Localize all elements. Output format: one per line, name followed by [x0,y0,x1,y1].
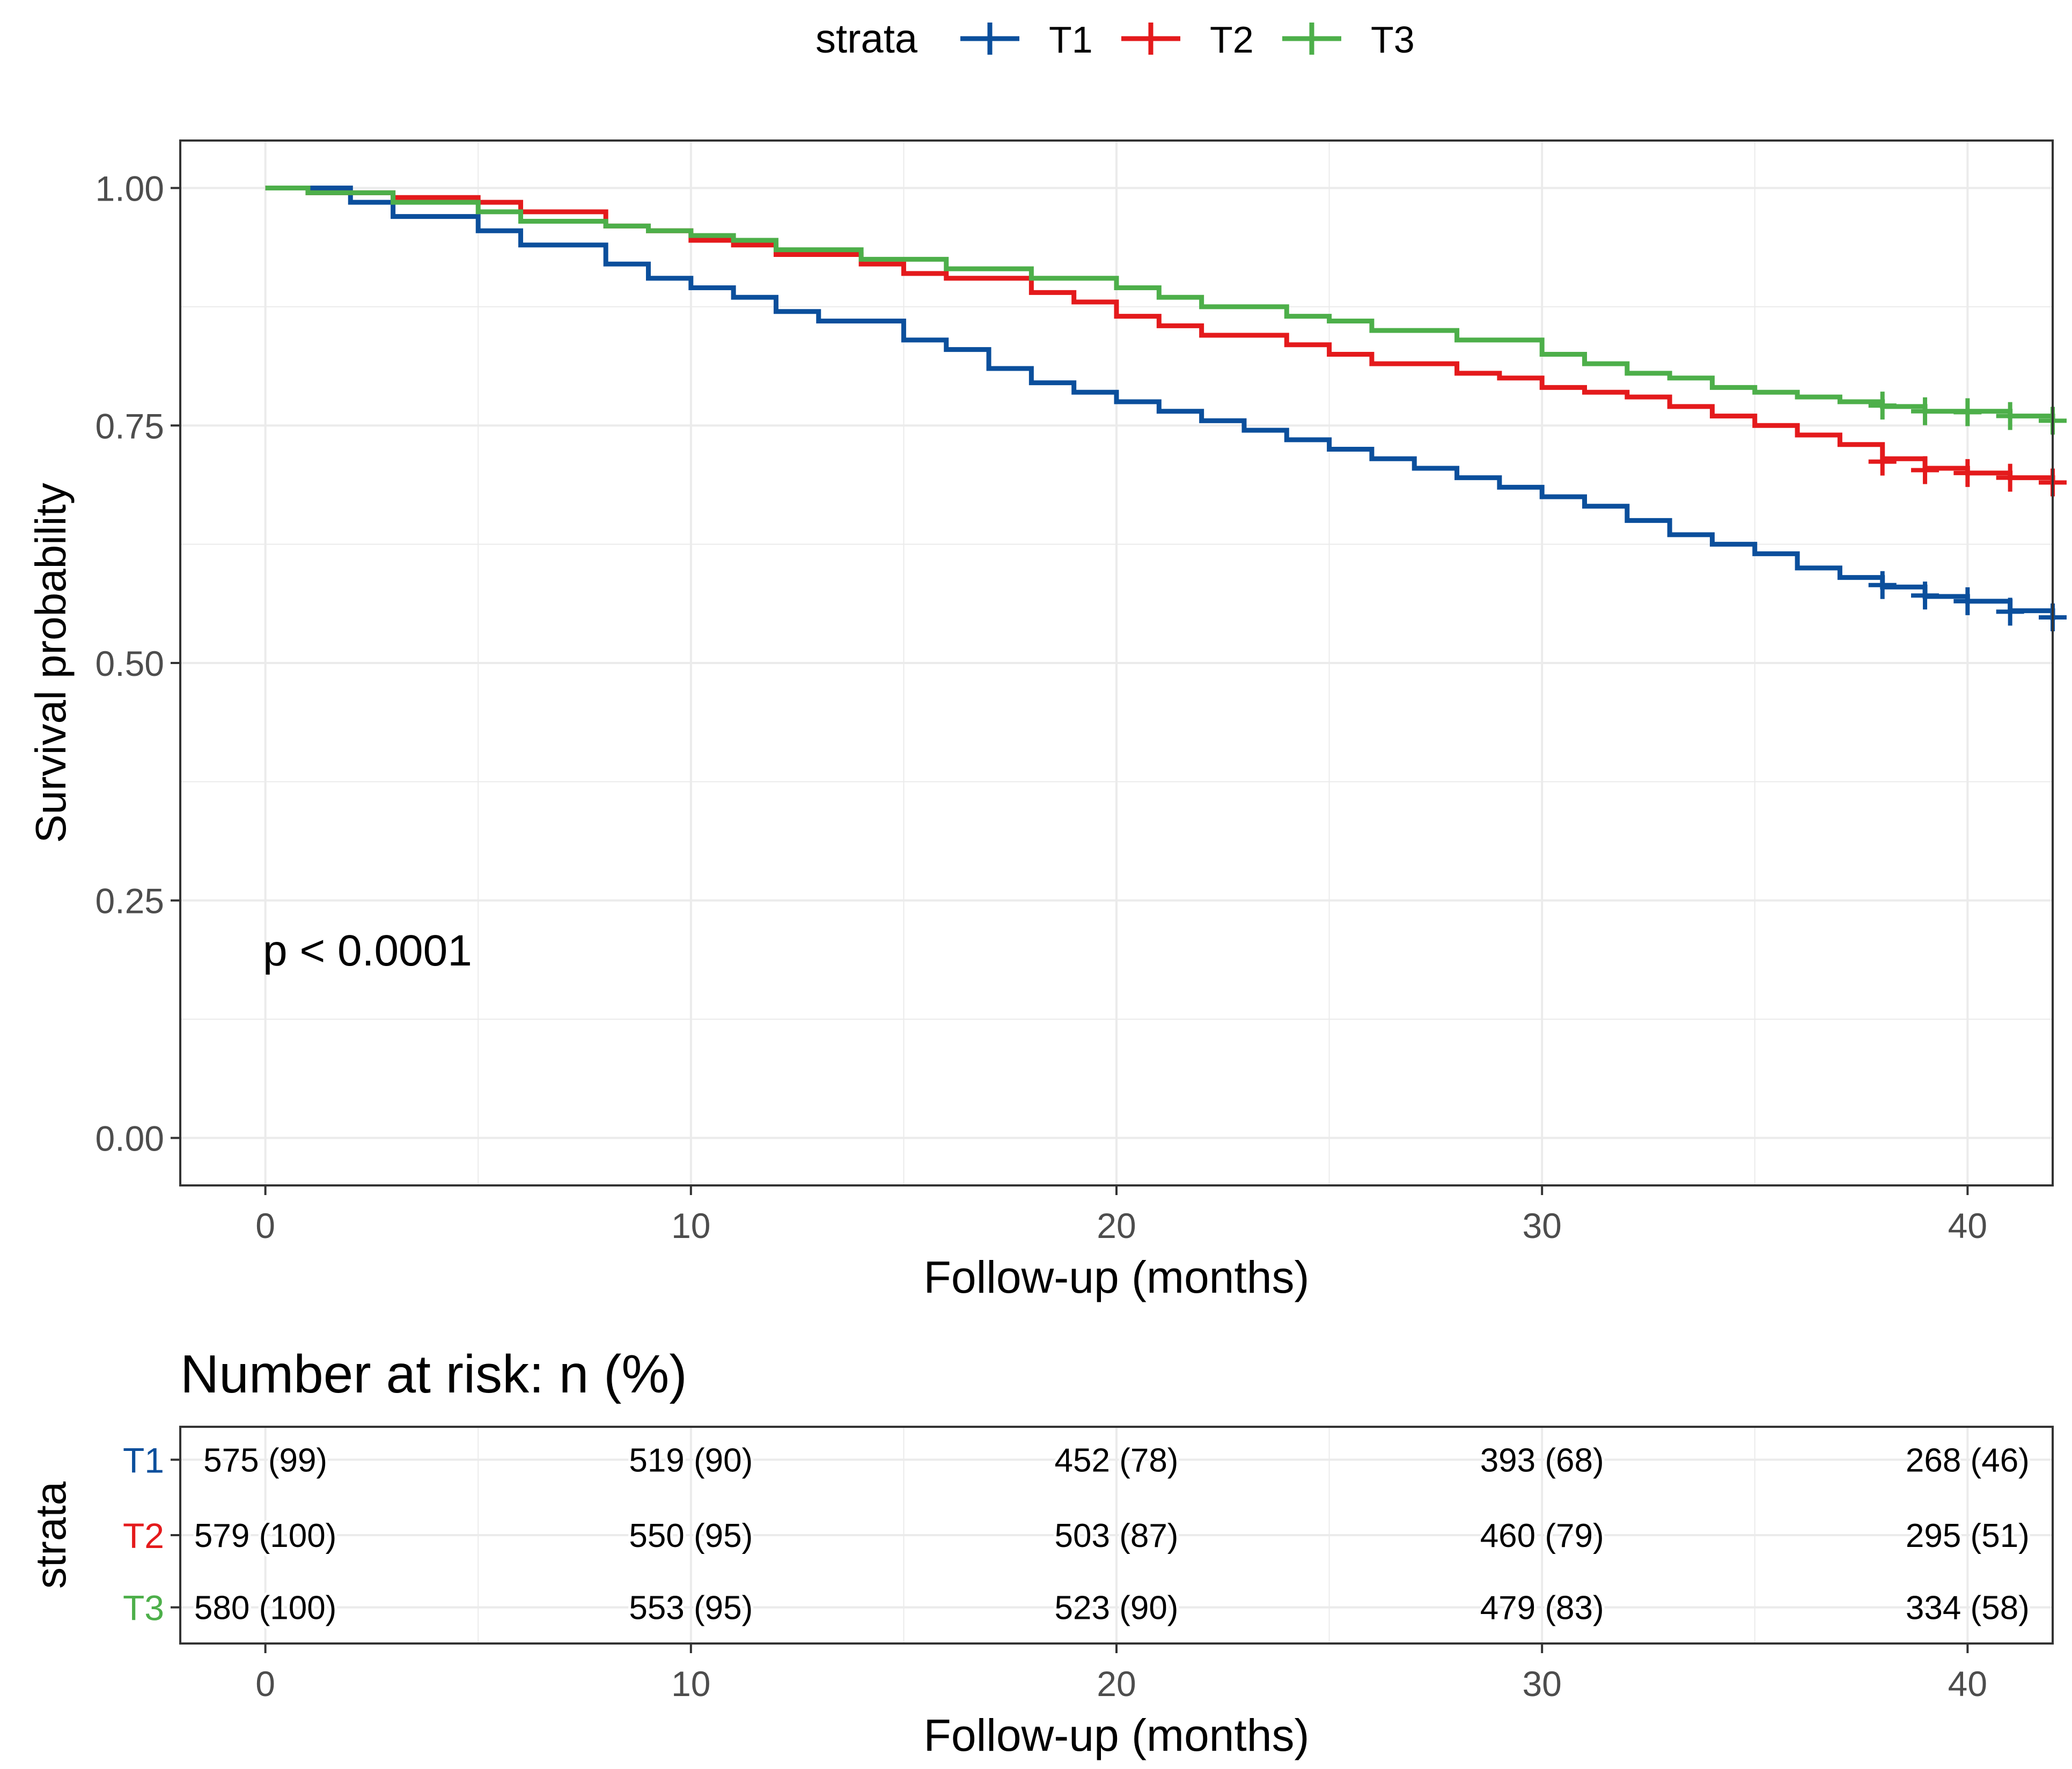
risk-table-cells: 575 (99) 519 (90) 452 (78) 393 (68) 268 (46)… [192,1439,2032,1629]
legend-label-t1: T1 [1049,19,1093,61]
risk-cell-t1: 452 (78) [1055,1442,1179,1479]
legend-label-t3: T3 [1371,19,1415,61]
risk-table: Number at risk: n (%) 575 (99) 519 (90) 45… [27,1344,2054,1760]
y-tick-label: 0.25 [95,881,164,921]
risk-cell-t2: 295 (51) [1906,1517,2030,1554]
risk-cell-t3: 334 (58) [1906,1590,2030,1627]
x-tick-label: 20 [1097,1206,1136,1245]
risk-cell-t2: 579 (100) [194,1517,336,1554]
x-tick-label: 30 [1522,1206,1561,1245]
risk-cell-t3: 479 (83) [1480,1590,1604,1627]
x-axis-ticks: 0 10 20 30 40 [255,1185,1987,1245]
risk-table-y-axis-title: strata [27,1481,75,1589]
risk-x-tick-label: 20 [1097,1664,1136,1704]
risk-cell-t3: 580 (100) [194,1590,336,1627]
legend-label-t2: T2 [1210,19,1254,61]
y-tick-label: 0.75 [95,406,164,446]
risk-cell-t2: 503 (87) [1055,1517,1179,1554]
x-tick-label: 10 [671,1206,710,1245]
risk-x-tick-label: 40 [1948,1664,1987,1704]
risk-row-label-t3: T3 [123,1588,164,1628]
risk-row-label-t2: T2 [123,1516,164,1556]
main-gridlines [180,141,2053,1185]
p-value-annotation: p < 0.0001 [263,926,472,975]
x-tick-label: 40 [1948,1206,1987,1245]
risk-table-title: Number at risk: n (%) [180,1344,687,1404]
risk-cell-t2: 550 (95) [629,1517,753,1554]
legend-item-t1: T1 [960,19,1093,61]
legend-item-t2: T2 [1121,19,1254,61]
censor-marks [1868,392,2067,631]
legend-item-t3: T3 [1282,19,1415,61]
legend-title: strata [815,16,918,62]
risk-cell-t3: 553 (95) [629,1590,753,1627]
risk-cell-t1: 575 (99) [203,1442,327,1479]
y-axis-ticks: 0.00 0.25 0.50 0.75 1.00 [95,169,180,1158]
risk-x-tick-label: 10 [671,1664,710,1704]
y-tick-label: 0.00 [95,1118,164,1158]
risk-row-labels: T1 T2 T3 [123,1440,180,1628]
risk-cell-t1: 393 (68) [1480,1442,1604,1479]
risk-cell-t1: 519 (90) [629,1442,753,1479]
risk-x-axis-ticks: 0 10 20 30 40 [255,1643,1987,1704]
risk-cell-t3: 523 (90) [1055,1590,1179,1627]
risk-cell-t1: 268 (46) [1906,1442,2030,1479]
survival-curve-t3 [265,186,2055,421]
risk-row-label-t1: T1 [123,1440,164,1480]
x-axis-title: Follow-up (months) [924,1252,1310,1302]
risk-cell-t2: 460 (79) [1480,1517,1604,1554]
survival-curves [265,186,2055,621]
x-tick-label: 0 [255,1206,275,1245]
legend: strata T1 T2 T3 [815,16,1415,62]
survival-curve-t1 [265,186,2055,621]
y-tick-label: 1.00 [95,169,164,209]
risk-x-tick-label: 0 [255,1664,275,1704]
y-axis-title: Survival probability [27,483,75,843]
y-tick-label: 0.50 [95,644,164,683]
risk-table-x-axis-title: Follow-up (months) [924,1710,1310,1760]
survival-panel: 0.00 0.25 0.50 0.75 1.00 0 10 20 30 40 p < 0.000… [27,139,2067,1302]
risk-x-tick-label: 30 [1522,1664,1561,1704]
risk-gridlines [180,1427,2053,1643]
